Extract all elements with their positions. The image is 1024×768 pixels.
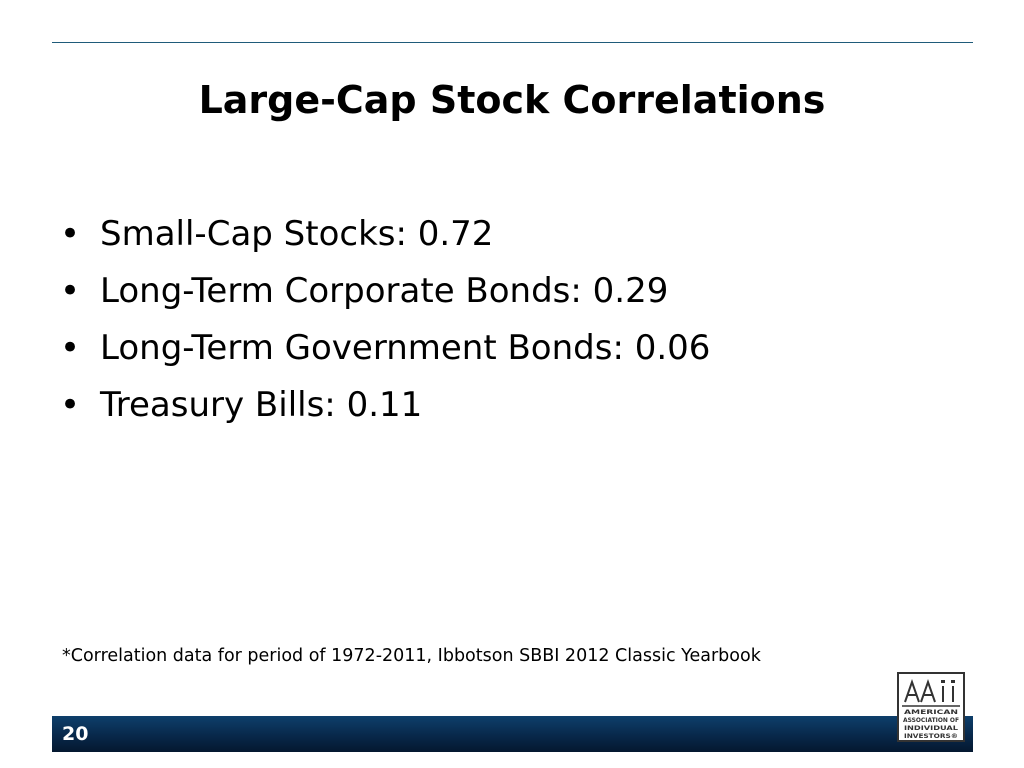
bullet-text: Long-Term Corporate Bonds: 0.29 (100, 271, 669, 311)
bullet-text: Treasury Bills: 0.11 (100, 385, 423, 425)
bullet-item: • Small-Cap Stocks: 0.72 (60, 206, 710, 263)
bullet-icon: • (60, 271, 81, 311)
logo-line-investors: INVESTORS® (904, 732, 958, 740)
top-divider-line (52, 42, 973, 43)
bullet-item: • Long-Term Government Bonds: 0.06 (60, 320, 710, 377)
logo-line-american: AMERICAN (904, 709, 958, 716)
source-footnote: *Correlation data for period of 1972-201… (62, 646, 761, 666)
bullet-text: Long-Term Government Bonds: 0.06 (100, 328, 711, 368)
slide-title: Large-Cap Stock Correlations (198, 78, 826, 122)
footer-bar: 20 (52, 716, 973, 752)
bullet-item: • Treasury Bills: 0.11 (60, 377, 710, 434)
aaii-logo-graphic: AMERICAN ASSOCIATION OF INDIVIDUAL INVES… (902, 678, 960, 740)
bullet-text: Small-Cap Stocks: 0.72 (100, 214, 494, 254)
logo-line-association: ASSOCIATION OF (903, 717, 959, 724)
bullet-icon: • (60, 328, 81, 368)
slide-number: 20 (62, 723, 89, 745)
logo-line-individual: INDIVIDUAL (904, 725, 958, 732)
bullet-icon: • (60, 385, 81, 425)
bullet-icon: • (60, 214, 81, 254)
aaii-logo-icon: AMERICAN ASSOCIATION OF INDIVIDUAL INVES… (897, 672, 965, 742)
bullet-list: • Small-Cap Stocks: 0.72 • Long-Term Cor… (60, 206, 710, 434)
bullet-item: • Long-Term Corporate Bonds: 0.29 (60, 263, 710, 320)
